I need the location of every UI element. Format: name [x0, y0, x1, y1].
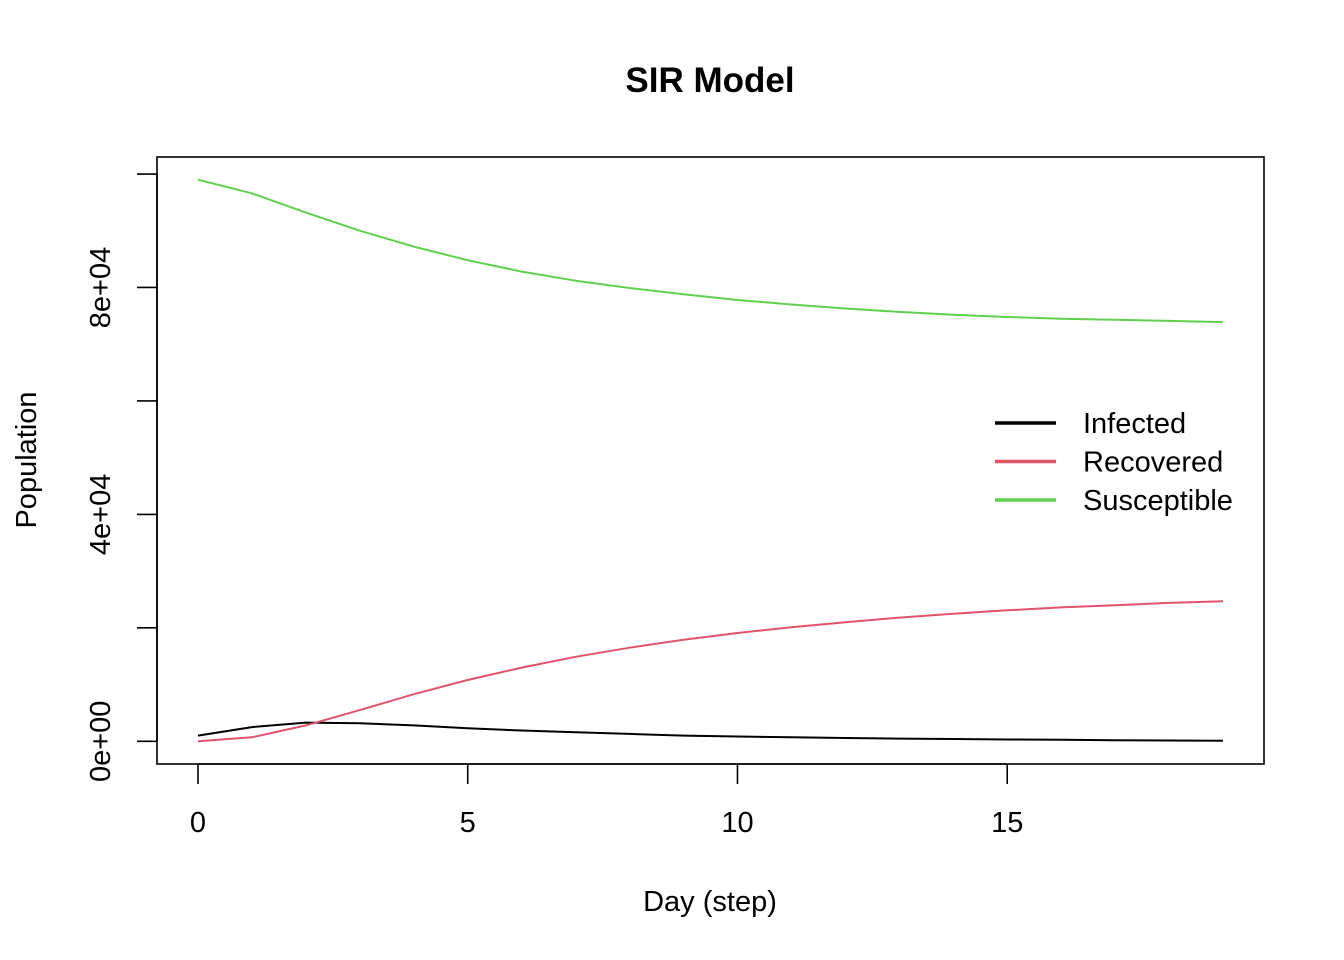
y-axis: 0e+00 4e+04 8e+04: [85, 173, 158, 782]
y-axis-label: Population: [11, 391, 43, 528]
x-tick-label: 0: [190, 807, 206, 839]
chart-title: SIR Model: [625, 61, 794, 100]
x-axis: 0 5 10 15: [190, 763, 1023, 839]
series-layer: [197, 178, 1224, 743]
series-line-infected: [197, 721, 1224, 742]
legend-label-recovered: Recovered: [1083, 447, 1223, 479]
y-tick-label: 0e+00: [85, 701, 117, 782]
x-tick-label: 15: [991, 807, 1023, 839]
y-tick-label: 8e+04: [85, 247, 117, 328]
x-axis-label: Day (step): [643, 886, 777, 918]
x-tick-label: 5: [460, 807, 476, 839]
x-tick-label: 10: [721, 807, 753, 839]
series-line-recovered: [197, 600, 1224, 743]
legend-label-susceptible: Susceptible: [1083, 485, 1233, 517]
y-tick-label: 4e+04: [85, 474, 117, 555]
legend-label-infected: Infected: [1083, 408, 1186, 440]
series-line-susceptible: [197, 178, 1224, 324]
legend: Infected Recovered Susceptible: [995, 408, 1233, 517]
